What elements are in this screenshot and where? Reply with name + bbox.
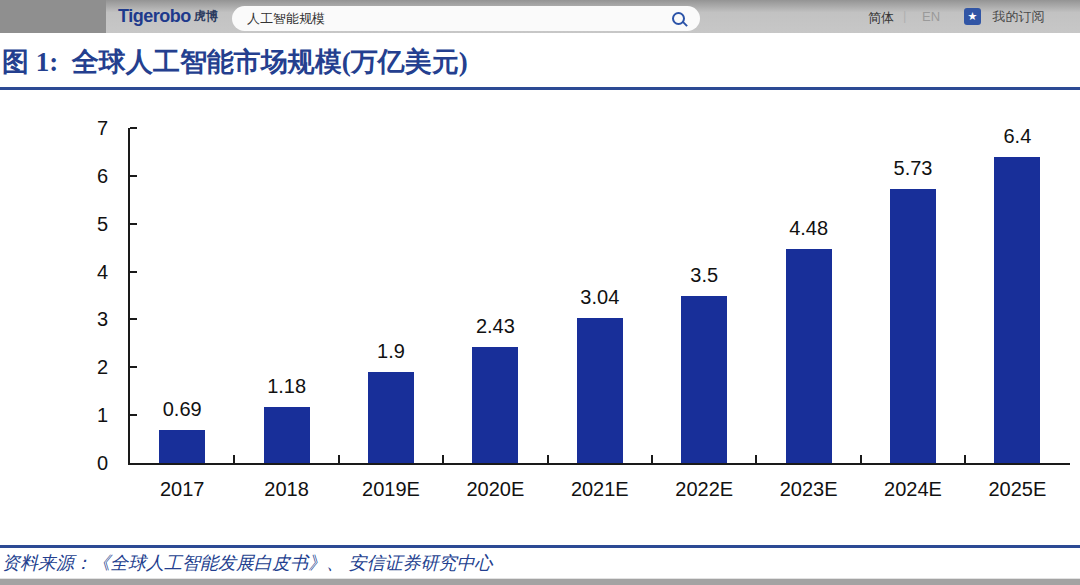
y-axis-label: 7	[58, 116, 108, 140]
y-axis-tick	[130, 127, 137, 129]
y-axis-tick	[130, 414, 137, 416]
tigerobo-logo[interactable]: Tigerobo虎博	[118, 6, 218, 27]
y-axis-label: 4	[58, 260, 108, 284]
star-icon: ★	[964, 8, 981, 25]
page: Tigerobo虎博 简体 | EN ★ 我的订阅 图 1: 全球人工智能市场规…	[0, 0, 1080, 585]
lang-simplified-chinese[interactable]: 简体	[868, 9, 894, 27]
figure-title: 图 1: 全球人工智能市场规模(万亿美元)	[2, 44, 468, 80]
x-axis-line	[128, 463, 1070, 465]
bottom-border	[0, 578, 1080, 585]
bar	[472, 347, 518, 463]
logo-text: Tigerobo	[118, 6, 191, 26]
x-axis-tick	[547, 455, 549, 463]
x-axis-label: 2018	[235, 477, 339, 501]
lang-english[interactable]: EN	[922, 9, 940, 24]
bar-value-label: 6.4	[975, 124, 1059, 148]
x-axis-label: 2020E	[443, 477, 547, 501]
x-axis-label: 2017	[130, 477, 234, 501]
x-axis-label: 2024E	[861, 477, 965, 501]
bar	[890, 189, 936, 463]
bar-value-label: 1.18	[245, 374, 329, 398]
bar	[264, 407, 310, 463]
x-axis-tick	[651, 455, 653, 463]
x-axis-tick	[338, 455, 340, 463]
y-axis-tick	[130, 318, 137, 320]
lang-divider: |	[903, 8, 906, 23]
x-axis-tick	[964, 455, 966, 463]
x-axis-label: 2021E	[548, 477, 652, 501]
bar-value-label: 0.69	[140, 397, 224, 421]
header-left-margin	[0, 0, 106, 33]
bar-value-label: 1.9	[349, 339, 433, 363]
y-axis-label: 6	[58, 164, 108, 188]
y-axis-label: 0	[58, 451, 108, 475]
y-axis-label: 2	[58, 355, 108, 379]
title-underline	[0, 87, 1080, 90]
bar	[994, 157, 1040, 463]
my-subscriptions-label: 我的订阅	[992, 8, 1044, 26]
bar-value-label: 4.48	[767, 216, 851, 240]
bar	[786, 249, 832, 463]
app-header: Tigerobo虎博 简体 | EN ★ 我的订阅	[0, 0, 1080, 33]
y-axis-tick	[130, 175, 137, 177]
x-axis-label: 2023E	[757, 477, 861, 501]
bar-value-label: 3.5	[662, 263, 746, 287]
x-axis-label: 2019E	[339, 477, 443, 501]
bar	[159, 430, 205, 463]
bar-value-label: 3.04	[558, 285, 642, 309]
y-axis-tick	[130, 223, 137, 225]
x-axis-label: 2022E	[652, 477, 756, 501]
search-input[interactable]	[232, 6, 677, 31]
bar	[368, 372, 414, 463]
x-axis-tick	[233, 455, 235, 463]
y-axis-tick	[130, 271, 137, 273]
logo-suffix: 虎博	[194, 9, 218, 23]
source-note: 资料来源：《全球人工智能发展白皮书》、 安信证券研究中心	[2, 551, 493, 575]
search-icon[interactable]	[672, 12, 685, 25]
my-subscriptions-button[interactable]: ★ 我的订阅	[964, 7, 1044, 27]
bar-value-label: 2.43	[453, 314, 537, 338]
y-axis-label: 1	[58, 403, 108, 427]
y-axis-label: 3	[58, 307, 108, 331]
y-axis-label: 5	[58, 212, 108, 236]
y-axis-tick	[130, 366, 137, 368]
bar	[577, 318, 623, 463]
x-axis-label: 2025E	[965, 477, 1069, 501]
x-axis-tick	[860, 455, 862, 463]
source-divider-line	[0, 545, 1080, 548]
x-axis-tick	[442, 455, 444, 463]
search-bar[interactable]	[232, 6, 700, 31]
bar-value-label: 5.73	[871, 156, 955, 180]
bar	[681, 296, 727, 464]
x-axis-tick	[755, 455, 757, 463]
